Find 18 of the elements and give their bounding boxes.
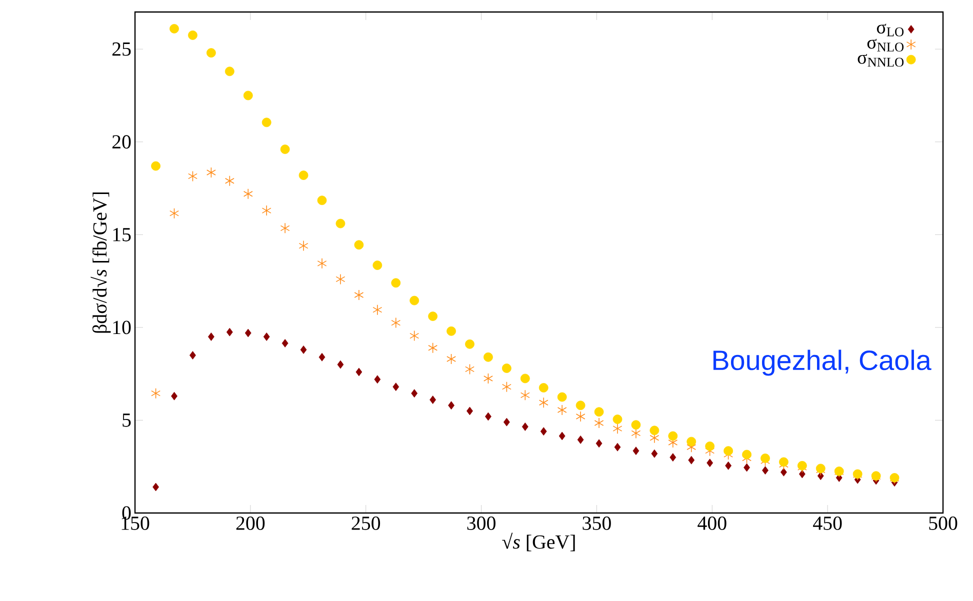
x-tick-label: 300 bbox=[467, 516, 496, 530]
y-tick-label: 5 bbox=[122, 414, 131, 427]
x-axis-title: √s [GeV] bbox=[502, 532, 575, 552]
x-tick-label: 400 bbox=[698, 516, 726, 530]
y-axis-title: βdσ/d√s [fb/GeV] bbox=[90, 192, 111, 333]
legend-label: σ$_{NNLO}$ bbox=[858, 54, 904, 67]
y-tick-label: 25 bbox=[112, 42, 131, 56]
x-tick-label: 250 bbox=[352, 516, 380, 530]
x-tick-label: 200 bbox=[236, 516, 265, 530]
y-tick-label: 10 bbox=[113, 320, 131, 334]
x-tick-label: 350 bbox=[582, 516, 611, 530]
x-tick-label: 450 bbox=[813, 516, 842, 530]
legend-label: σ$_{LO}$ bbox=[876, 24, 904, 36]
x-tick-label: 500 bbox=[929, 516, 958, 530]
annotation: Bougezhal, Caola bbox=[713, 350, 932, 376]
legend-label: σ$_{NLO}$ bbox=[867, 38, 904, 52]
y-tick-label: 15 bbox=[113, 228, 131, 242]
y-tick-label: 20 bbox=[112, 135, 131, 149]
